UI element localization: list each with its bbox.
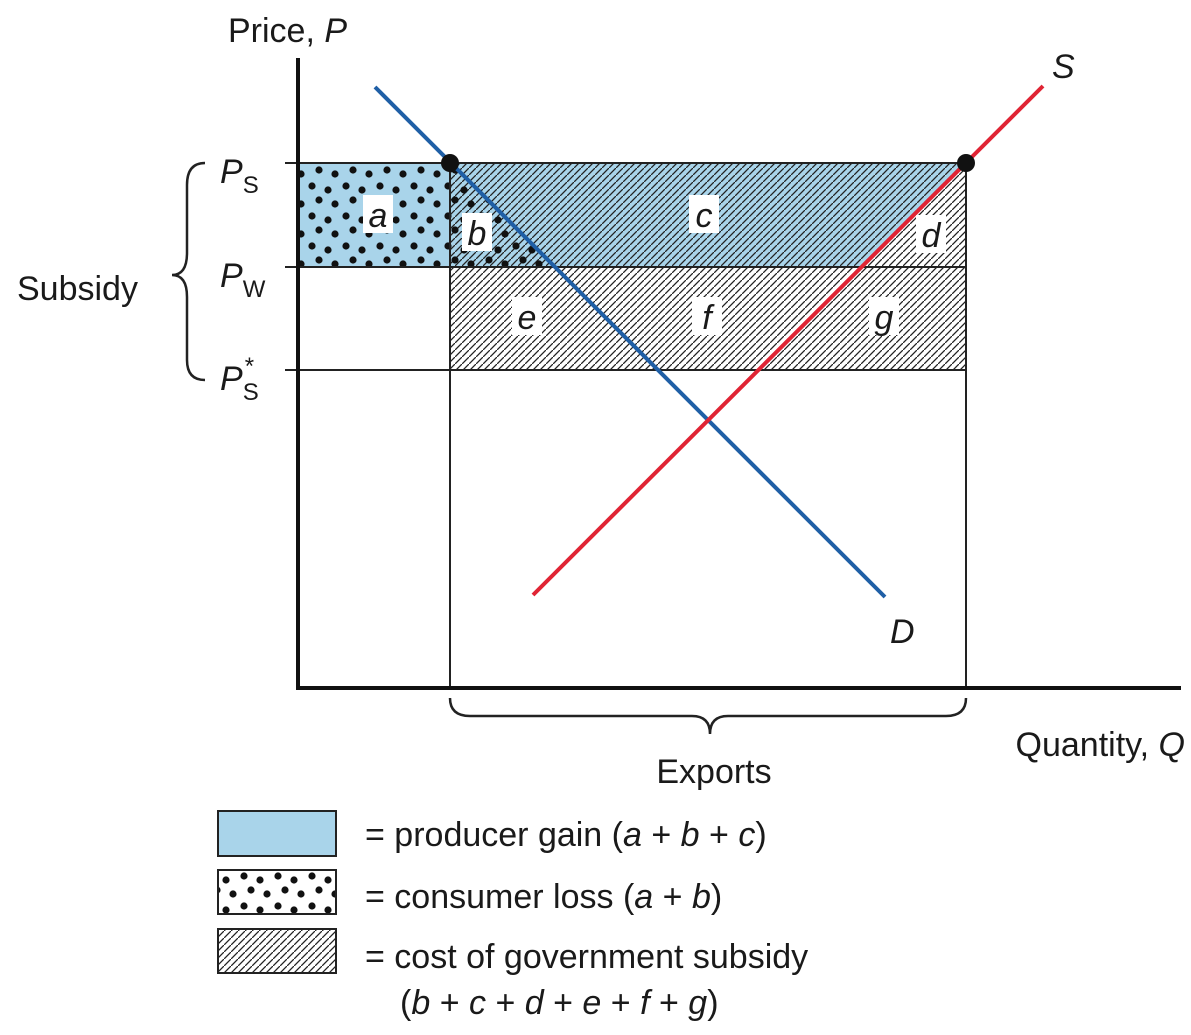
text-part: + (430, 984, 469, 1022)
text-part: + (650, 984, 689, 1022)
supply-label: S (1052, 48, 1075, 86)
text-part: P (324, 12, 347, 50)
legend-text: = cost of government subsidy (365, 938, 808, 976)
text-part: b (681, 816, 700, 854)
area-label-bg (512, 297, 542, 335)
area-label: b (468, 215, 487, 253)
guides (285, 162, 967, 688)
price-symbol: P (220, 257, 243, 295)
area-label: g (875, 299, 894, 337)
text-part: + (486, 984, 525, 1022)
text-part: = producer gain ( (365, 816, 624, 854)
text-part: Quantity, (1016, 726, 1159, 764)
area-label: c (696, 197, 713, 235)
legend-text: = consumer loss (a + b) (365, 878, 722, 916)
text-part: g (688, 984, 707, 1022)
subsidy-brace (171, 161, 206, 382)
area-label: d (922, 217, 942, 255)
price-subscript: S (243, 172, 259, 199)
x-axis-label: Quantity, Q (1016, 726, 1185, 764)
text-part: b (411, 984, 430, 1022)
price-subscript: S (243, 379, 259, 406)
price-symbol: P (220, 360, 243, 398)
area-label-bg (462, 213, 492, 251)
text-part: + (700, 816, 739, 854)
area-label-bg (689, 195, 719, 233)
demand-curve (373, 85, 887, 599)
text-part: e (582, 984, 601, 1022)
legend-swatch-hatch (217, 928, 337, 974)
text-part: c (738, 816, 755, 854)
legend-swatch-dots (217, 869, 337, 915)
price-level-label: PS* (220, 353, 259, 406)
legend-text: = producer gain (a + b + c) (365, 816, 767, 854)
price-subscript: W (243, 276, 266, 303)
subsidy-label: Subsidy (17, 270, 138, 308)
text-part: ( (400, 984, 412, 1022)
text-part: + (544, 984, 583, 1022)
text-part: = cost of government subsidy (365, 938, 808, 976)
text-part: d (525, 984, 545, 1022)
text-part: + (601, 984, 640, 1022)
text-part: b (692, 878, 711, 916)
price-level-label: PS (220, 153, 259, 199)
y-axis-label: Price, P (228, 12, 347, 50)
text-part: + (653, 878, 692, 916)
area-label-bg (363, 195, 393, 233)
text-part: + (642, 816, 681, 854)
legend-text: (b + c + d + e + f + g) (400, 984, 719, 1022)
text-part: a (634, 878, 653, 916)
text-part: ) (711, 878, 722, 916)
area-label-bg (692, 297, 722, 335)
price-symbol: P (220, 153, 243, 191)
supply-curve (531, 84, 1045, 597)
area-label-bg (869, 297, 899, 335)
point (441, 154, 459, 172)
area-label-bg (916, 215, 946, 253)
exports-brace (448, 697, 968, 735)
demand-label: D (890, 613, 915, 651)
text-part: ) (707, 984, 718, 1022)
text-part: a (623, 816, 642, 854)
exports-label: Exports (656, 753, 771, 791)
text-part: Price, (228, 12, 324, 50)
point (957, 154, 975, 172)
text-part: = consumer loss ( (365, 878, 635, 916)
text-part: ) (755, 816, 766, 854)
text-part: Q (1159, 726, 1185, 764)
legend-swatch-blue (217, 810, 337, 857)
price-star: * (245, 353, 254, 380)
price-level-label: PW (220, 257, 266, 303)
area-label: e (518, 299, 537, 337)
text-part: c (469, 984, 486, 1022)
area-label: a (369, 197, 388, 235)
